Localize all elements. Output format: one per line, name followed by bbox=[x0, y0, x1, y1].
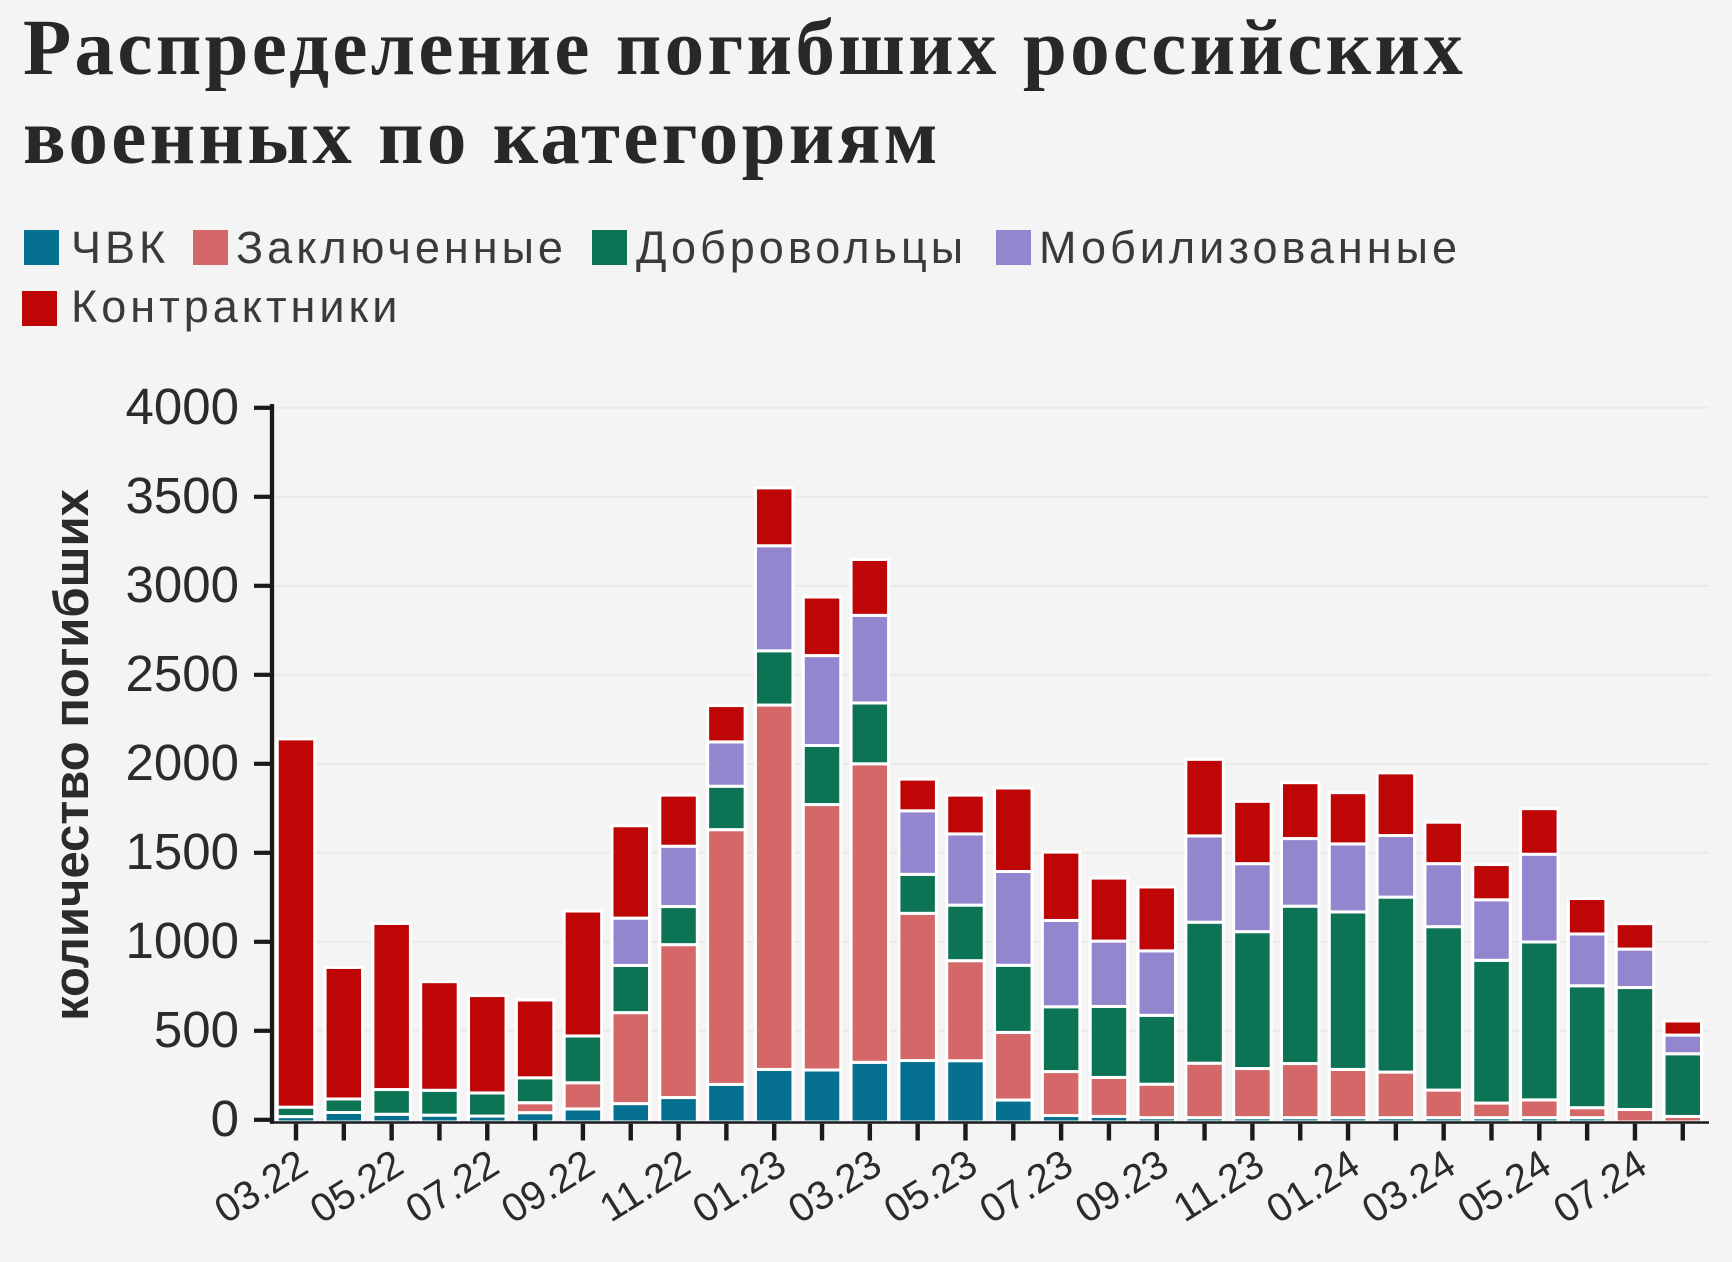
svg-text:01.23: 01.23 bbox=[685, 1142, 793, 1232]
svg-text:07.23: 07.23 bbox=[972, 1142, 1080, 1232]
svg-text:05.23: 05.23 bbox=[877, 1142, 985, 1232]
svg-text:09.23: 09.23 bbox=[1068, 1142, 1176, 1232]
svg-text:05.22: 05.22 bbox=[303, 1142, 411, 1232]
svg-text:500: 500 bbox=[154, 1001, 239, 1058]
svg-text:09.22: 09.22 bbox=[494, 1142, 602, 1232]
svg-text:03.23: 03.23 bbox=[781, 1142, 889, 1232]
svg-text:3000: 3000 bbox=[126, 556, 239, 613]
svg-text:1500: 1500 bbox=[126, 823, 239, 880]
svg-text:01.24: 01.24 bbox=[1259, 1142, 1367, 1232]
svg-text:11.23: 11.23 bbox=[1166, 1142, 1272, 1231]
svg-text:0: 0 bbox=[211, 1090, 239, 1147]
svg-text:07.22: 07.22 bbox=[398, 1142, 506, 1232]
svg-text:2500: 2500 bbox=[126, 645, 239, 702]
svg-text:03.24: 03.24 bbox=[1355, 1142, 1463, 1232]
svg-text:2000: 2000 bbox=[126, 734, 239, 791]
svg-text:11.22: 11.22 bbox=[592, 1142, 698, 1231]
svg-text:4000: 4000 bbox=[126, 378, 239, 435]
svg-text:3500: 3500 bbox=[126, 467, 239, 524]
svg-text:1000: 1000 bbox=[126, 912, 239, 969]
svg-text:03.22: 03.22 bbox=[207, 1142, 315, 1232]
svg-text:07.24: 07.24 bbox=[1546, 1142, 1654, 1232]
svg-text:количество погибших: количество погибших bbox=[45, 489, 99, 1021]
svg-text:05.24: 05.24 bbox=[1450, 1142, 1558, 1232]
